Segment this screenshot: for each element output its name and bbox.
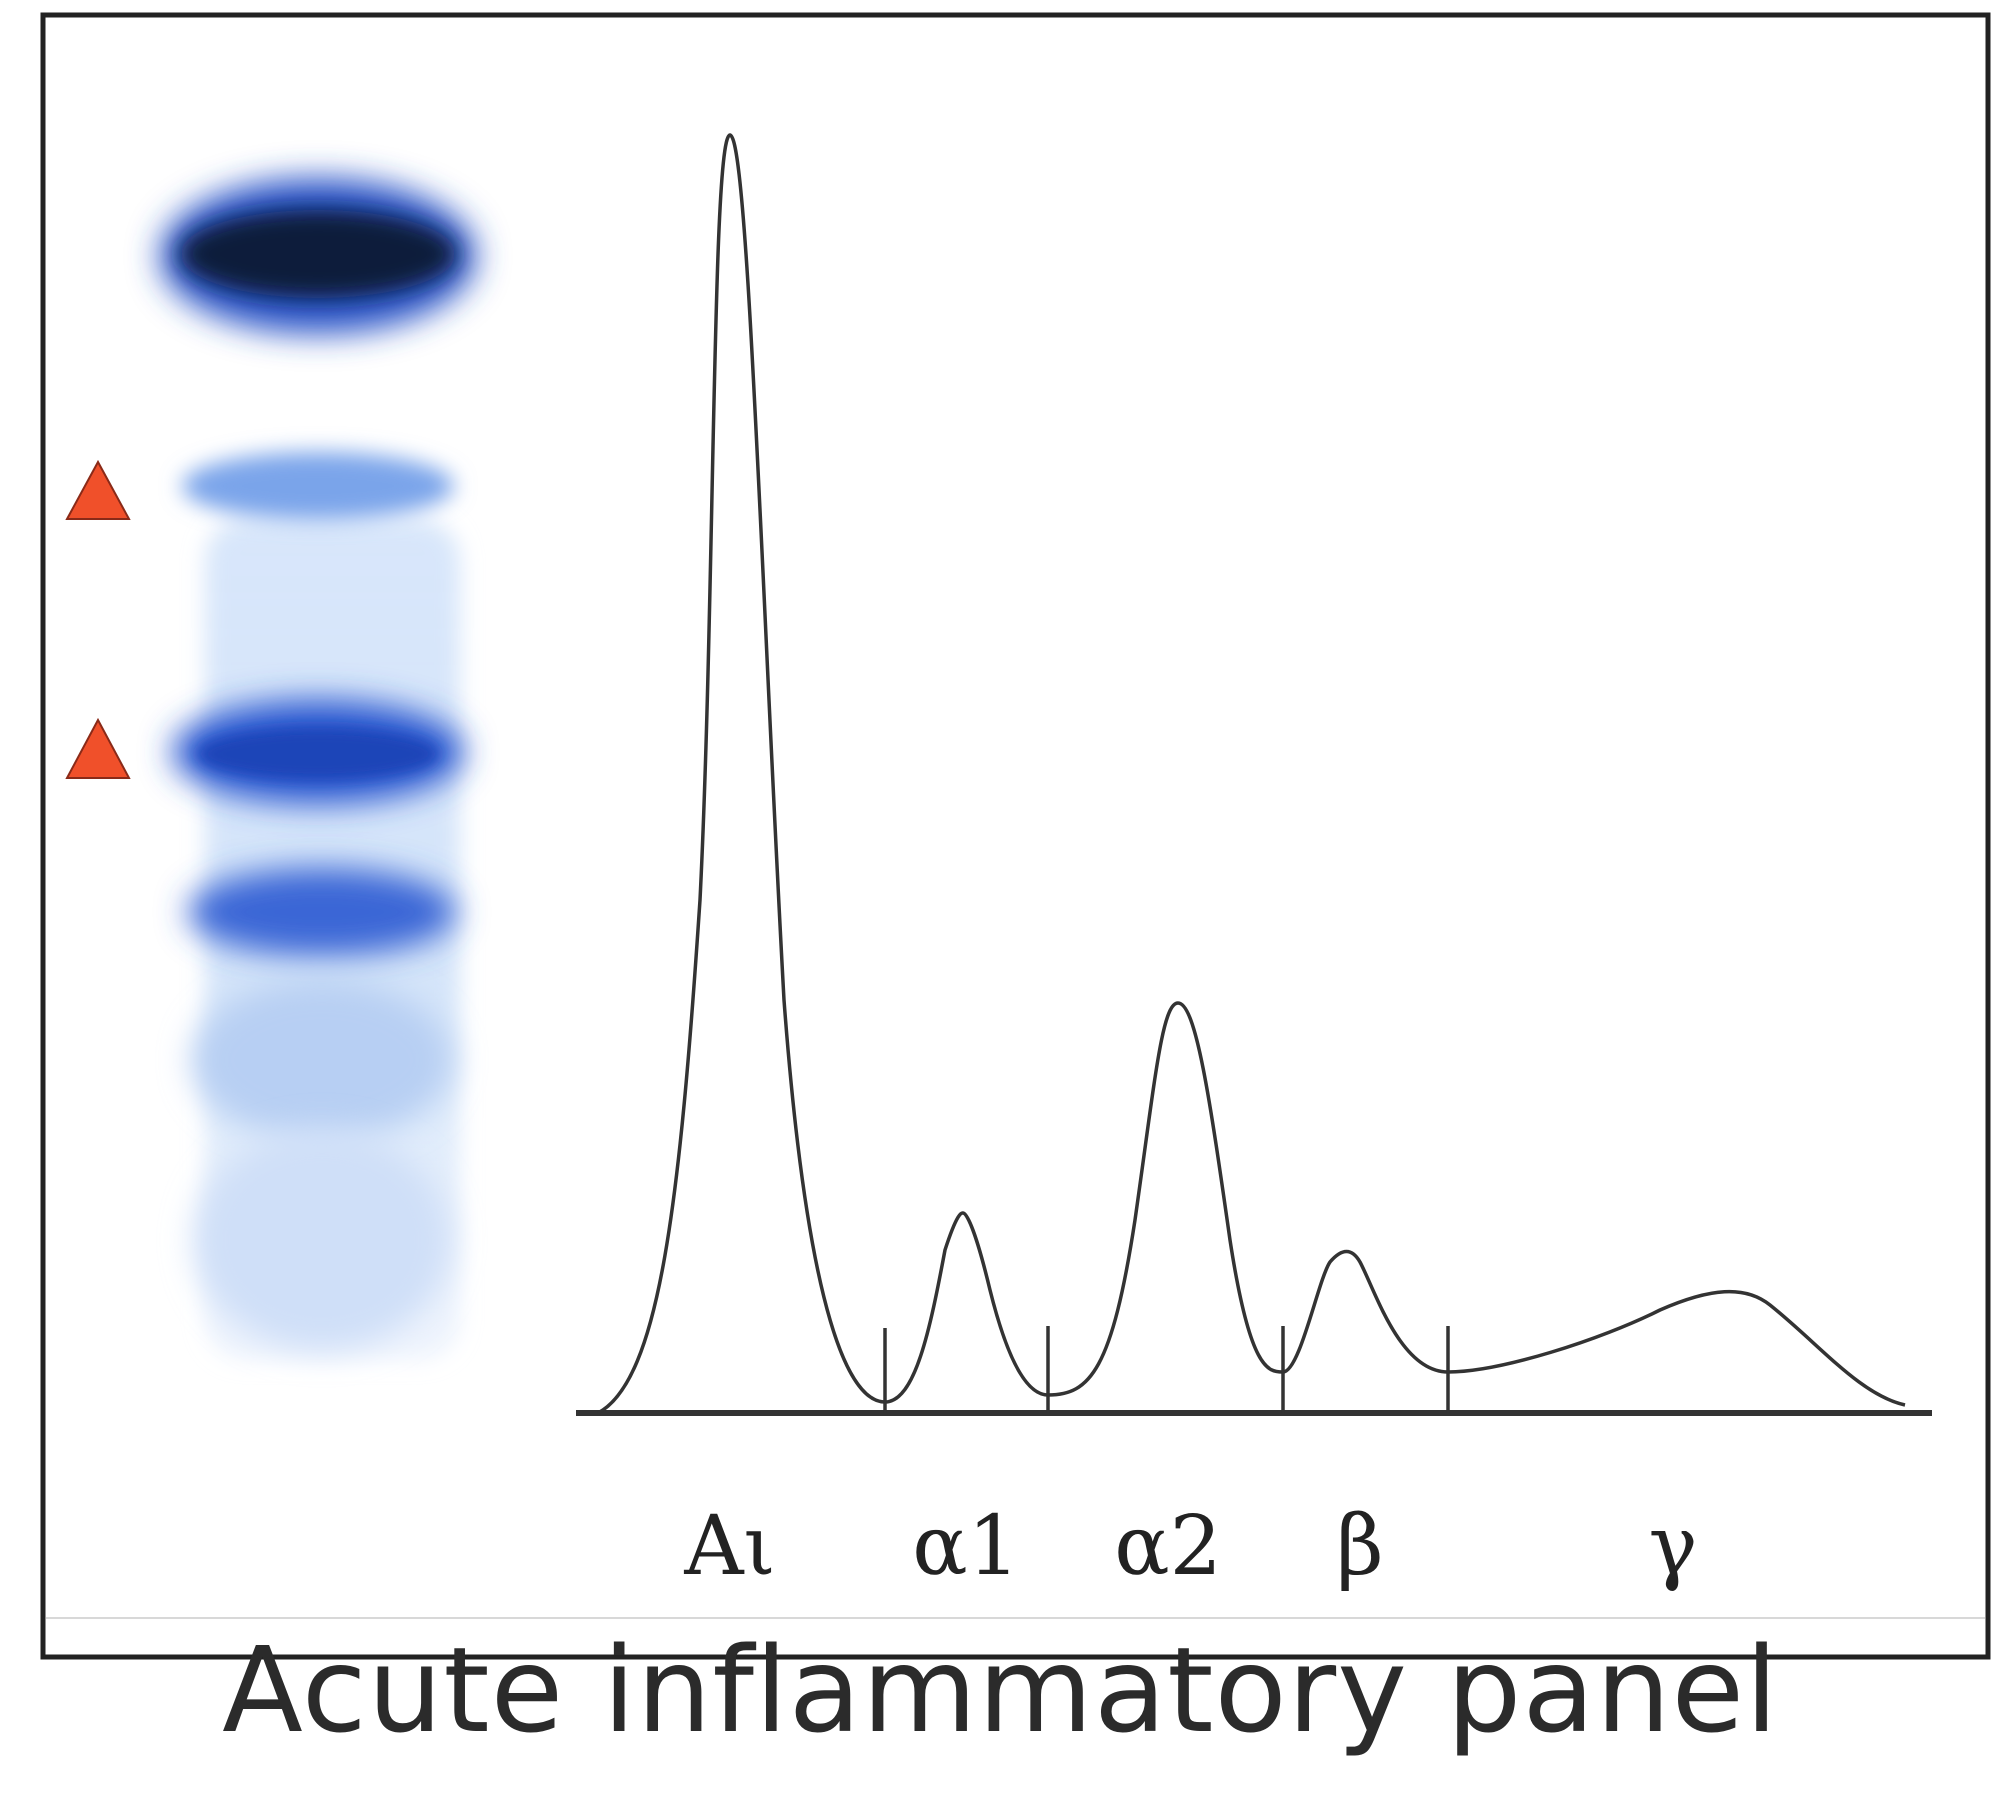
label-albumin: Aι <box>683 1499 775 1594</box>
fraction-separators <box>883 1326 1450 1413</box>
fraction-labels: Aι α1 α2 β γ <box>683 1499 1697 1594</box>
label-alpha2: α2 <box>1114 1499 1222 1594</box>
band-3-core <box>198 728 438 780</box>
gel-lane <box>160 178 476 1360</box>
band-1 <box>180 210 456 298</box>
panel-caption: Acute inflammatory panel <box>222 1621 1779 1759</box>
band-2 <box>182 452 454 520</box>
marker-triangle-upper-icon <box>65 459 131 520</box>
band-4 <box>188 868 456 956</box>
densitometry-trace <box>597 133 1906 1415</box>
marker-triangle-lower-icon <box>65 717 131 779</box>
label-gamma: γ <box>1648 1499 1697 1594</box>
label-beta: β <box>1336 1499 1383 1594</box>
band-6-diffuse <box>194 1130 450 1350</box>
band-5-diffuse <box>192 980 452 1140</box>
figure-frame <box>40 12 1991 1660</box>
label-alpha1: α1 <box>912 1499 1020 1594</box>
